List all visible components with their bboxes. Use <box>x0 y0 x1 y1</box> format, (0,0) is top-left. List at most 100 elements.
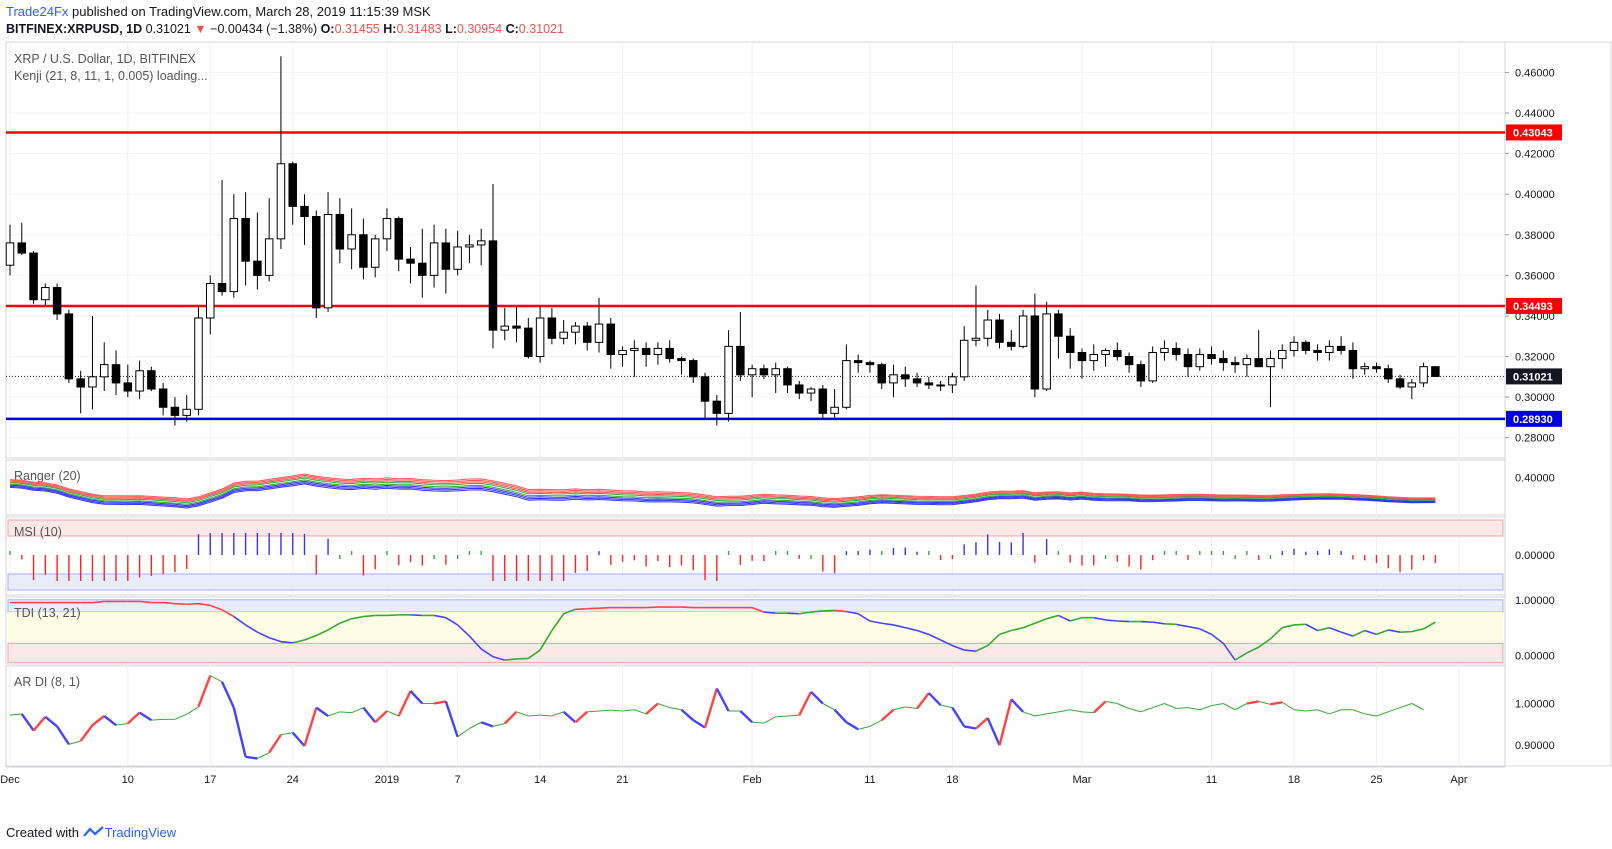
ardi-line-segment <box>1081 711 1094 714</box>
candle-body <box>547 317 557 339</box>
tdi-line-segment <box>209 604 223 611</box>
tdi-line-segment <box>1187 625 1200 630</box>
candle-body <box>1136 364 1146 382</box>
ardi-line-segment <box>151 718 164 721</box>
ardi-line-segment <box>126 711 141 725</box>
candle-body <box>347 234 356 250</box>
candle-body <box>1313 349 1322 353</box>
tdi-line-segment <box>857 613 871 622</box>
candle-body <box>830 406 839 414</box>
ardi-line-segment <box>845 721 859 731</box>
candle-body <box>724 345 733 414</box>
candle-body <box>971 337 981 341</box>
ardi-line-segment <box>986 717 1001 746</box>
ardi-line-segment <box>303 707 318 747</box>
tdi-line-segment <box>1400 630 1412 633</box>
candle-body <box>123 382 133 392</box>
ardi-line-segment <box>574 710 589 724</box>
tdi-line-segment <box>869 620 882 625</box>
price-label: 0.31021 <box>1513 371 1553 383</box>
close-label: C: <box>505 22 519 36</box>
y-tick-label: 0.28000 <box>1515 433 1555 445</box>
ardi-line-segment <box>1211 703 1224 707</box>
ardi-line-segment <box>1352 709 1365 715</box>
tdi-line-segment <box>846 610 859 615</box>
y-tick-label: 0.30000 <box>1515 392 1555 404</box>
price-change: −0.00434 (−1.38%) <box>210 22 318 36</box>
x-tick-label: 11 <box>1206 774 1217 786</box>
ardi-line-segment <box>787 714 800 717</box>
candle-body <box>1207 354 1216 360</box>
ardi-line-segment <box>775 715 788 718</box>
ardi-line-segment <box>1399 703 1412 709</box>
ardi-line-segment <box>197 675 212 708</box>
ardi-line-segment <box>715 687 730 712</box>
author-link[interactable]: Trade24Fx <box>6 4 69 19</box>
ardi-line-segment <box>138 711 153 722</box>
x-tick-label: 14 <box>534 774 546 786</box>
low-label: L: <box>445 22 457 36</box>
tradingview-link[interactable]: TradingView <box>104 825 177 840</box>
ardi-line-segment <box>91 715 105 727</box>
last-price: 0.31021 <box>145 22 191 36</box>
candle-body <box>1148 351 1157 382</box>
ardi-line-segment <box>963 725 977 730</box>
candle-body <box>1301 341 1311 351</box>
candle-body <box>158 388 168 408</box>
x-tick-label: 2019 <box>375 774 399 786</box>
ardi-line-segment <box>692 719 706 729</box>
price-label: 0.43043 <box>1513 127 1553 139</box>
ardi-line-segment <box>810 690 824 705</box>
tdi-line-segment <box>1269 627 1283 640</box>
x-tick-label: 24 <box>287 774 299 786</box>
high-label: H: <box>383 22 397 36</box>
candle-body <box>288 163 297 207</box>
tdi-line-segment <box>257 631 270 639</box>
tdi-line-segment <box>1152 621 1165 625</box>
ardi-line-segment <box>822 703 835 711</box>
ardi-line-segment <box>1140 707 1153 713</box>
candle-body <box>64 313 74 380</box>
candle-body <box>229 218 239 293</box>
ardi-line-segment <box>232 707 247 758</box>
main-chart-subtitle: Kenji (21, 8, 11, 1, 0.005) loading... <box>14 69 208 83</box>
ardi-line-segment <box>210 675 223 683</box>
ardi-line-segment <box>245 755 258 760</box>
tdi-line-segment <box>1340 631 1354 637</box>
ardi-line-segment <box>444 701 459 738</box>
y-tick-label: 0.90000 <box>1515 740 1555 752</box>
candle-body <box>1289 341 1299 351</box>
tdi-line-segment <box>575 607 588 611</box>
tdi-line-segment <box>1329 626 1342 633</box>
candle-body <box>771 368 780 376</box>
candle-body <box>582 325 592 343</box>
tdi-line-segment <box>681 606 694 609</box>
candle-body <box>795 384 804 394</box>
tdi-line-segment <box>1293 623 1306 626</box>
tdi-line-segment <box>799 611 812 615</box>
tdi-line-segment <box>587 607 600 610</box>
y-tick-label: 1.00000 <box>1515 699 1555 711</box>
ardi-line-segment <box>798 691 813 716</box>
candle-body <box>1183 354 1193 368</box>
candle-body <box>41 287 50 301</box>
tdi-line-segment <box>999 629 1012 636</box>
tdi-line-segment <box>834 609 847 613</box>
ardi-line-segment <box>880 708 895 722</box>
ardi-line-segment <box>315 706 329 717</box>
tdi-line-segment <box>1258 638 1271 648</box>
ardi-line-segment <box>1152 703 1165 709</box>
x-tick-label: 7 <box>455 774 461 786</box>
tdi-line-segment <box>1352 629 1366 637</box>
ardi-line-segment <box>1305 709 1318 712</box>
ardi-line-segment <box>752 721 764 724</box>
price-label-bg <box>1506 297 1562 314</box>
ardi-line-segment <box>893 706 906 711</box>
ardi-line-segment <box>587 710 600 713</box>
tdi-line-segment <box>1199 628 1212 636</box>
candle-body <box>99 364 109 378</box>
tdi-title: TDI (13, 21) <box>14 606 81 620</box>
candle-body <box>995 319 1004 343</box>
tdi-line-segment <box>787 612 800 615</box>
